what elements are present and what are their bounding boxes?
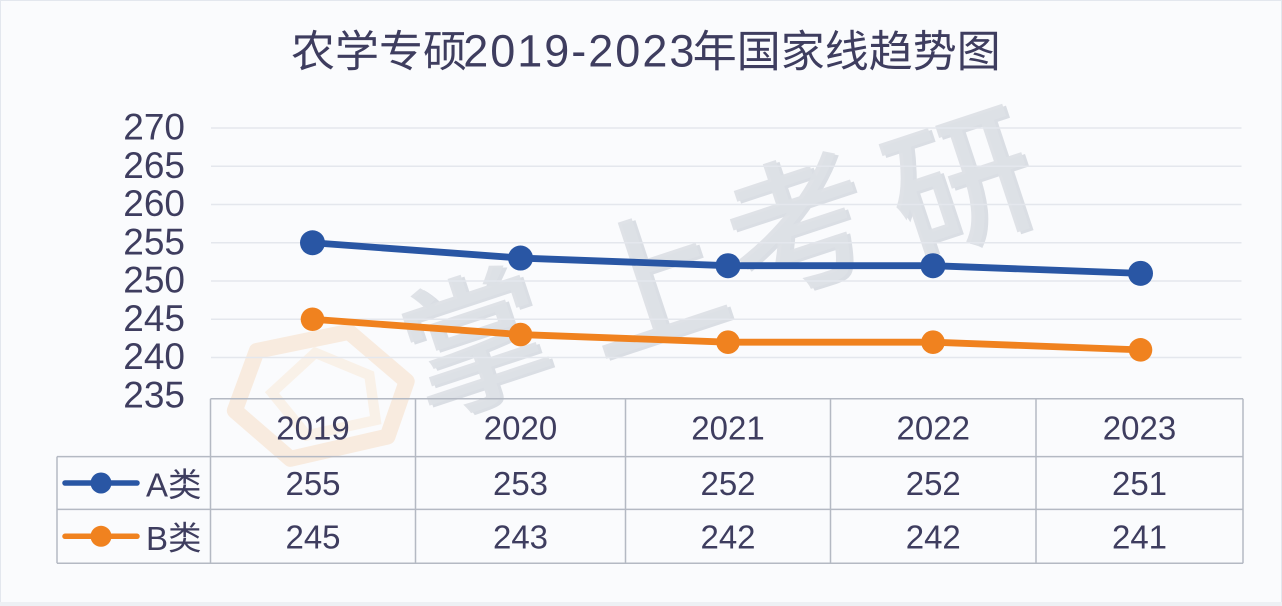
svg-text:2021: 2021 (691, 410, 764, 447)
svg-text:B: B (146, 520, 168, 557)
svg-text:255: 255 (285, 465, 340, 502)
svg-text:242: 242 (906, 518, 961, 555)
svg-text:245: 245 (285, 518, 340, 555)
svg-text:235: 235 (123, 374, 185, 415)
svg-text:251: 251 (1112, 465, 1167, 502)
svg-text:245: 245 (123, 298, 185, 339)
svg-text:2019: 2019 (276, 410, 349, 447)
svg-text:A: A (146, 467, 168, 504)
svg-text:260: 260 (123, 183, 185, 224)
svg-text:2022: 2022 (897, 410, 970, 447)
svg-text:241: 241 (1112, 518, 1167, 555)
svg-text:252: 252 (906, 465, 961, 502)
svg-text:253: 253 (493, 465, 548, 502)
svg-text:243: 243 (493, 518, 548, 555)
svg-text:250: 250 (123, 260, 185, 301)
svg-text:2023: 2023 (1103, 410, 1176, 447)
svg-text:252: 252 (700, 465, 755, 502)
svg-text:255: 255 (123, 221, 185, 262)
svg-text:265: 265 (123, 145, 185, 186)
svg-text:270: 270 (123, 107, 185, 148)
svg-text:2019-2023: 2019-2023 (463, 26, 696, 77)
svg-text:2020: 2020 (484, 410, 557, 447)
svg-text:240: 240 (123, 336, 185, 377)
svg-text:242: 242 (700, 518, 755, 555)
